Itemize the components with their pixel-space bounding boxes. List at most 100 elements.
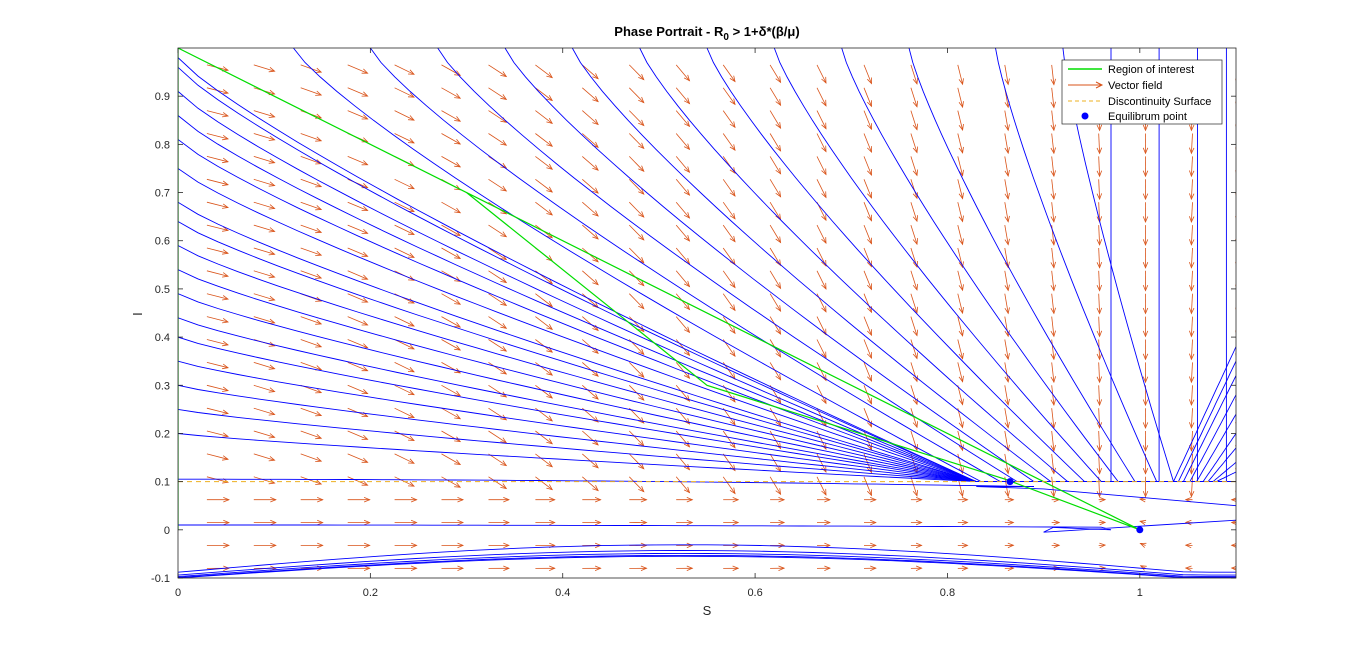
vector-arrow [769, 133, 781, 152]
vector-arrow-head [638, 279, 645, 287]
vector-arrow-head [457, 542, 465, 549]
vector-arrow [300, 247, 322, 256]
vector-arrow [347, 476, 368, 486]
vector-arrow [300, 476, 322, 485]
vector-arrow [629, 247, 645, 264]
vector-arrow [769, 407, 781, 426]
vector-arrow [488, 430, 507, 444]
vector-arrow-head [867, 237, 872, 245]
vector-arrow-head [1004, 192, 1010, 200]
vector-arrow [394, 87, 415, 98]
vector-arrow [957, 225, 963, 245]
vector-arrow-head [683, 280, 691, 288]
vector-arrow [957, 179, 963, 199]
vector-arrow-head [454, 482, 462, 488]
vector-arrow-head [1096, 124, 1103, 132]
vector-arrow [769, 247, 781, 266]
vector-arrow-head [1142, 353, 1149, 361]
vector-arrow-head [361, 457, 369, 463]
trajectory-line [1216, 471, 1236, 483]
vector-arrow [629, 201, 645, 218]
vector-arrow-head [1189, 376, 1195, 384]
vector-arrow-head [867, 352, 872, 360]
vector-arrow [1051, 430, 1055, 451]
vector-arrow [863, 87, 872, 107]
vector-arrow-head [1004, 124, 1010, 132]
vector-arrow-head [407, 183, 415, 190]
vector-arrow [394, 110, 415, 121]
vector-arrow-head [1189, 216, 1195, 224]
vector-arrow-head [1142, 330, 1149, 338]
vector-arrow [816, 64, 827, 84]
vector-arrow-head [821, 237, 827, 245]
vector-arrow-head [268, 341, 276, 347]
vector-arrow [1004, 408, 1009, 428]
vector-arrow [722, 224, 736, 242]
vector-arrow-head [775, 99, 782, 107]
vector-arrow [488, 293, 507, 306]
vector-arrow-head [222, 272, 230, 278]
vector-arrow-head [361, 160, 369, 166]
vector-arrow [675, 293, 690, 310]
vector-arrow-head [268, 158, 276, 164]
vector-arrow [488, 110, 507, 123]
vector-arrow-head [1189, 445, 1195, 452]
vector-arrow-head [958, 307, 964, 315]
vector-arrow [1004, 156, 1009, 177]
vector-arrow-head [1184, 519, 1192, 526]
vector-arrow-head [1189, 239, 1195, 246]
vector-arrow [347, 384, 368, 394]
vector-arrow-head [958, 467, 964, 475]
vector-arrow-head [638, 73, 645, 81]
vector-arrow [206, 453, 229, 460]
x-tick-label: 0.8 [940, 587, 955, 599]
vector-arrow-head [867, 443, 872, 451]
vector-arrow [816, 87, 827, 106]
vector-arrow [206, 384, 229, 391]
vector-arrow-head [1004, 490, 1010, 498]
trajectory-layer [178, 48, 1236, 578]
vector-arrow-head [638, 417, 645, 424]
vector-arrow [394, 384, 415, 396]
vector-arrow [910, 293, 918, 313]
trajectory-line [178, 408, 1236, 483]
vector-arrow-head [683, 143, 691, 151]
vector-arrow [722, 133, 736, 151]
vector-arrow-head [729, 121, 736, 129]
vector-arrow-head [270, 497, 277, 503]
vector-arrow-head [961, 565, 969, 571]
vector-arrow [441, 224, 461, 236]
vector-arrow-head [457, 497, 465, 503]
vector-arrow [253, 407, 275, 415]
vector-arrow [253, 316, 275, 324]
vector-arrow-head [640, 497, 648, 503]
vector-arrow-head [1142, 147, 1149, 155]
vector-arrow-head [1142, 239, 1149, 246]
vector-arrow [535, 362, 553, 376]
vector-arrow-head [361, 228, 369, 234]
vector-arrow-head [912, 283, 918, 291]
vector-arrow [206, 178, 229, 186]
vector-arrow-head [546, 118, 554, 125]
vector-arrow [816, 156, 827, 175]
vector-arrow-head [1189, 467, 1195, 475]
vector-arrow-head [958, 444, 964, 452]
vector-arrow [816, 110, 827, 129]
vector-arrow [1004, 225, 1009, 245]
vector-arrow-head [683, 440, 691, 448]
legend-label-vector: Vector field [1108, 80, 1162, 92]
vector-arrow-head [638, 142, 645, 150]
vector-arrow-head [867, 260, 872, 268]
vector-arrow-head [315, 250, 323, 256]
vector-arrow-head [1050, 170, 1056, 178]
vector-arrow-head [1050, 444, 1056, 452]
vector-arrow [629, 362, 645, 378]
vector-arrow [488, 316, 507, 329]
vector-arrow [863, 476, 872, 496]
vector-arrow-head [912, 169, 918, 177]
vector-arrow-head [1053, 519, 1061, 526]
vector-arrow-head [268, 456, 276, 462]
trajectory-line [178, 245, 1236, 483]
vector-arrow-head [686, 565, 694, 571]
vector-arrow [1051, 133, 1055, 154]
